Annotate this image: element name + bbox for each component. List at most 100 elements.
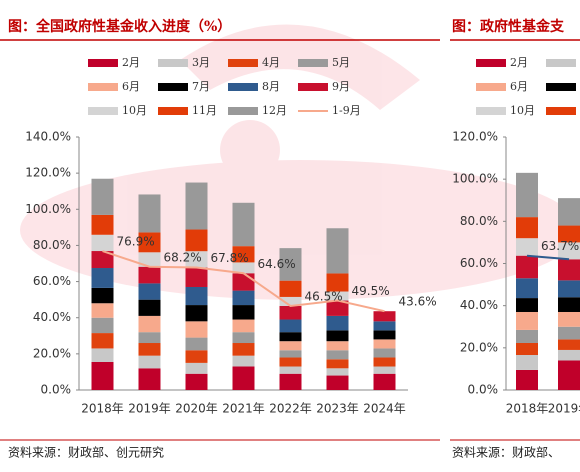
- bar-segment: [138, 283, 161, 300]
- bar-segment: [373, 373, 396, 390]
- bar-segment: [232, 319, 255, 333]
- chart-title: 图：全国政府性基金收入进度（%）: [8, 18, 231, 35]
- data-label: 67.8%: [211, 251, 249, 265]
- y-tick-label: 60.0%: [33, 274, 71, 288]
- bar-segment: [279, 296, 302, 306]
- bar-segment: [373, 357, 396, 367]
- bar-segment: [326, 291, 349, 301]
- bar-segment: [373, 321, 396, 331]
- data-label: 49.5%: [352, 284, 390, 298]
- bar-segment: [232, 202, 255, 247]
- legend-swatch: [476, 107, 506, 115]
- legend-label: 9月: [332, 80, 350, 93]
- legend-label: 10月: [510, 104, 535, 117]
- legend-label: 6月: [122, 80, 140, 93]
- x-tick-label: 2024年: [363, 402, 406, 416]
- legend-swatch: [546, 83, 576, 91]
- line: [526, 254, 570, 261]
- bar-segment: [558, 242, 580, 260]
- bar-segment: [558, 360, 580, 390]
- bar-segment: [91, 317, 114, 334]
- legend-swatch: [228, 107, 258, 115]
- chart-title: 图：政府性基金支: [452, 18, 565, 35]
- y-tick-label: 140.0%: [25, 130, 71, 144]
- y-tick-label: 120.0%: [452, 130, 498, 144]
- legend-label: 4月: [262, 56, 280, 69]
- bar-segment: [279, 305, 302, 320]
- source: 资料来源：财政部、创元研究: [8, 445, 164, 460]
- bar-segment: [91, 268, 114, 288]
- legend-swatch: [158, 107, 188, 115]
- legend-label: 3月: [192, 56, 210, 69]
- data-label: 76.9%: [117, 235, 155, 249]
- bar-segment: [185, 286, 208, 306]
- bar-segment: [91, 287, 114, 304]
- bar-segment: [91, 251, 114, 269]
- legend-swatch: [88, 83, 118, 91]
- data-label: 63.7%: [541, 239, 579, 253]
- bar-segment: [279, 366, 302, 374]
- bar-segment: [279, 332, 302, 342]
- x-tick-label: 2022年: [269, 402, 312, 416]
- y-tick-label: 0.0%: [41, 383, 72, 397]
- bar-segment: [326, 315, 349, 331]
- bar-segment: [91, 234, 114, 252]
- bar-segment: [279, 341, 302, 351]
- y-tick-label: 100.0%: [25, 202, 71, 216]
- bar-segment: [232, 332, 255, 344]
- source: 资料来源：财政部、: [452, 445, 560, 460]
- bar-segment: [558, 198, 580, 226]
- data-label: 46.5%: [305, 289, 343, 303]
- bar-segment: [326, 368, 349, 376]
- bar-segment: [326, 228, 349, 274]
- bar-segment: [516, 342, 538, 356]
- bar-segment: [185, 321, 208, 338]
- bar-segment: [185, 251, 208, 268]
- x-tick-label: 2021年: [222, 402, 265, 416]
- x-tick-label: 2018年: [81, 402, 124, 416]
- legend-label: 10月: [122, 104, 147, 117]
- x-tick-label: 2020年: [175, 402, 218, 416]
- legend-swatch: [228, 83, 258, 91]
- bar-segment: [516, 255, 538, 279]
- bar-segment: [185, 337, 208, 351]
- legend-label: 11月: [192, 104, 217, 117]
- bar-segment: [185, 267, 208, 287]
- bar-segment: [232, 290, 255, 306]
- bar-segment: [91, 333, 114, 349]
- bar-segment: [373, 330, 396, 340]
- data-label: 43.6%: [399, 295, 437, 309]
- bar-segment: [516, 172, 538, 218]
- bar-segment: [558, 280, 580, 298]
- bar-segment: [373, 311, 396, 322]
- bar-segment: [185, 373, 208, 390]
- bar-segment: [185, 350, 208, 363]
- x-tick-label: 2018年: [506, 402, 549, 416]
- bar-segment: [516, 311, 538, 330]
- bar-segment: [373, 348, 396, 358]
- bar-segment: [373, 366, 396, 374]
- bar-segment: [232, 246, 255, 263]
- bar-segment: [91, 348, 114, 362]
- bar-segment: [232, 343, 255, 356]
- bar-segment: [91, 303, 114, 318]
- bar-segment: [138, 266, 161, 284]
- bar-segment: [279, 357, 302, 367]
- bar-segment: [326, 350, 349, 360]
- x-tick-label: 2023年: [316, 402, 359, 416]
- bar-segment: [232, 273, 255, 291]
- bar-segment: [516, 355, 538, 370]
- legend-swatch: [476, 83, 506, 91]
- bar-segment: [558, 339, 580, 350]
- bar-segment: [138, 194, 161, 233]
- legend-swatch: [228, 59, 258, 67]
- bar-segment: [91, 178, 114, 215]
- bar-segment: [558, 297, 580, 312]
- y-tick-label: 120.0%: [25, 166, 71, 180]
- legend-swatch: [88, 59, 118, 67]
- bar-segment: [326, 359, 349, 369]
- bar-segment: [185, 182, 208, 230]
- bar-segment: [558, 326, 580, 340]
- bar-segment: [138, 299, 161, 316]
